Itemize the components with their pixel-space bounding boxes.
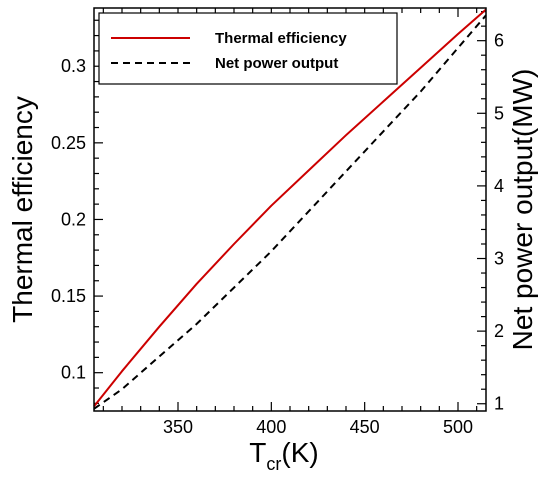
x-tick-label: 350 [163, 417, 193, 437]
x-axis-label: Tcr(K) [249, 437, 318, 474]
x-axis-label-subscript: cr [266, 454, 281, 474]
y-left-tick-label: 0.2 [61, 209, 86, 229]
legend-box [98, 12, 398, 85]
x-tick-label: 400 [256, 417, 286, 437]
y-left-tick-label: 0.25 [51, 133, 86, 153]
x-axis-label-unit: (K) [281, 437, 318, 468]
y-right-tick-label: 4 [494, 176, 504, 196]
series-line-thermal-efficiency [93, 8, 487, 408]
y-right-tick-label: 5 [494, 103, 504, 123]
x-axis-label-main: T [249, 437, 266, 468]
y-right-tick-label: 2 [494, 321, 504, 341]
x-tick-label: 500 [443, 417, 473, 437]
y-axis-left-label: Thermal efficiency [7, 96, 38, 323]
plot-frame [93, 7, 487, 412]
legend: Thermal efficiency Net power output [98, 12, 398, 85]
legend-label-thermal-efficiency: Thermal efficiency [215, 30, 347, 47]
y-axis-right-label: Net power output(MW) [507, 69, 538, 351]
tick-labels-layer: 350 400 450 500 0.1 0.15 0.2 0.25 0.3 1 2 3 4 5 6 [51, 31, 504, 437]
series-line-net-power-output [93, 14, 487, 410]
y-right-tick-label: 1 [494, 394, 504, 414]
ticks-layer [94, 8, 486, 411]
y-right-tick-label: 3 [494, 249, 504, 269]
y-right-tick-label: 6 [494, 31, 504, 51]
y-left-tick-label: 0.15 [51, 286, 86, 306]
lines-layer [93, 8, 487, 410]
legend-label-net-power-output: Net power output [215, 55, 338, 72]
y-left-tick-label: 0.3 [61, 56, 86, 76]
x-tick-label: 450 [350, 417, 380, 437]
y-left-tick-label: 0.1 [61, 363, 86, 383]
